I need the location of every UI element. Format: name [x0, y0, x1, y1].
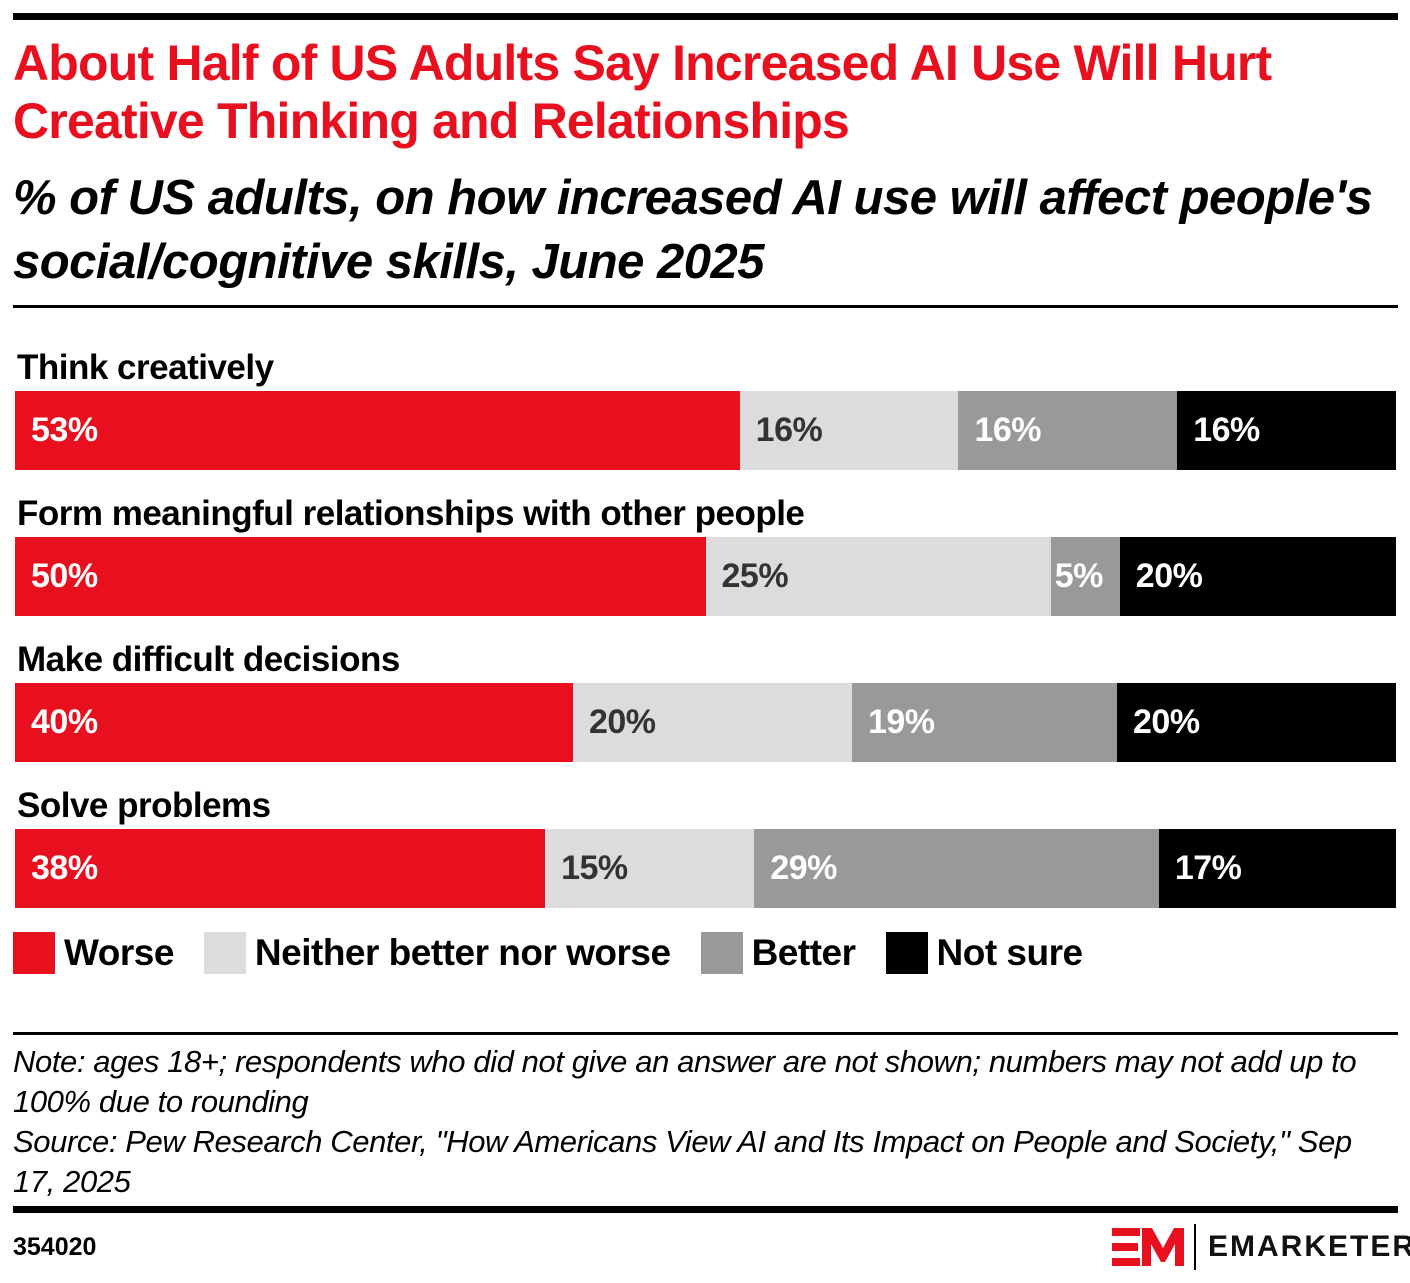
- data-label: 20%: [1135, 557, 1203, 595]
- bar-segment-neither-better-nor-worse: 16%: [739, 391, 959, 470]
- notes: Note: ages 18+; respondents who did not …: [13, 1042, 1398, 1202]
- category-label: Form meaningful relationships with other…: [17, 494, 805, 533]
- bar-segment-worse: 53%: [15, 391, 740, 470]
- logo-divider: [1194, 1224, 1196, 1270]
- bar-segment-better: 16%: [958, 391, 1178, 470]
- data-label: 29%: [770, 849, 837, 887]
- data-label: 20%: [588, 703, 656, 741]
- legend-label: Worse: [64, 932, 174, 973]
- emarketer-logo: EMARKETER: [1112, 1224, 1410, 1270]
- legend-swatch: [203, 932, 246, 974]
- legend-item: Not sure: [885, 932, 1084, 974]
- legend-label: Better: [751, 932, 856, 973]
- em-logo-icon: [1112, 1228, 1184, 1266]
- source-text: Source: Pew Research Center, "How Americ…: [13, 1124, 1352, 1199]
- legend-label: Not sure: [936, 932, 1084, 973]
- chart-title: About Half of US Adults Say Increased AI…: [13, 35, 1272, 149]
- legend: Worse Neither better nor worse Better Not s…: [13, 932, 1113, 974]
- note-text: Note: ages 18+; respondents who did not …: [13, 1044, 1357, 1119]
- stacked-bar-chart: Think creatively 53% 16% 16% 16% Form meaning…: [0, 340, 1410, 920]
- category-label: Make difficult decisions: [17, 640, 400, 679]
- category-label: Solve problems: [17, 786, 271, 825]
- data-label: 16%: [755, 411, 823, 449]
- legend-swatch: [13, 932, 55, 974]
- legend-swatch: [885, 932, 928, 974]
- data-label: 5%: [1054, 557, 1104, 595]
- bar-segment-neither-better-nor-worse: 20%: [572, 683, 852, 762]
- bar-segment-not-sure: 17%: [1158, 829, 1396, 908]
- bar-segment-better: 29%: [754, 829, 1159, 908]
- brand-name: EMARKETER: [1208, 1230, 1410, 1263]
- footer-rule: [13, 1206, 1398, 1213]
- subtitle-rule: [13, 305, 1398, 308]
- bar-segment-worse: 38%: [15, 829, 546, 908]
- bar-segment-neither-better-nor-worse: 25%: [705, 537, 1051, 616]
- chart-subtitle: % of US adults, on how increased AI use …: [13, 171, 1373, 289]
- legend-item: Worse: [13, 932, 174, 974]
- data-label: 53%: [31, 411, 98, 449]
- category-label: Think creatively: [17, 348, 274, 387]
- bar-segment-not-sure: 20%: [1117, 683, 1396, 762]
- data-label: 16%: [974, 411, 1042, 449]
- legend-item: Better: [700, 932, 856, 974]
- legend-swatch: [700, 932, 743, 974]
- data-label: 50%: [31, 557, 98, 595]
- data-label: 38%: [31, 849, 98, 887]
- bar-segment-worse: 50%: [15, 537, 706, 616]
- data-label: 40%: [31, 703, 98, 741]
- data-label: 20%: [1133, 703, 1200, 741]
- bar-segment-worse: 40%: [15, 683, 573, 762]
- chart-id: 354020: [13, 1233, 97, 1261]
- bar-segment-better: 19%: [851, 683, 1117, 762]
- legend-label: Neither better nor worse: [254, 932, 671, 973]
- legend-item: Neither better nor worse: [203, 932, 671, 974]
- data-label: 15%: [561, 849, 628, 887]
- data-label: 19%: [867, 703, 935, 741]
- bar-segment-neither-better-nor-worse: 15%: [545, 829, 755, 908]
- data-label: 17%: [1174, 849, 1242, 887]
- data-label: 25%: [721, 557, 789, 595]
- bar-segment-not-sure: 20%: [1119, 537, 1396, 616]
- bar-segment-not-sure: 16%: [1177, 391, 1396, 470]
- bar-segment-better: 5%: [1050, 537, 1120, 616]
- top-rule: [13, 13, 1398, 20]
- data-label: 16%: [1193, 411, 1260, 449]
- notes-rule: [13, 1032, 1398, 1035]
